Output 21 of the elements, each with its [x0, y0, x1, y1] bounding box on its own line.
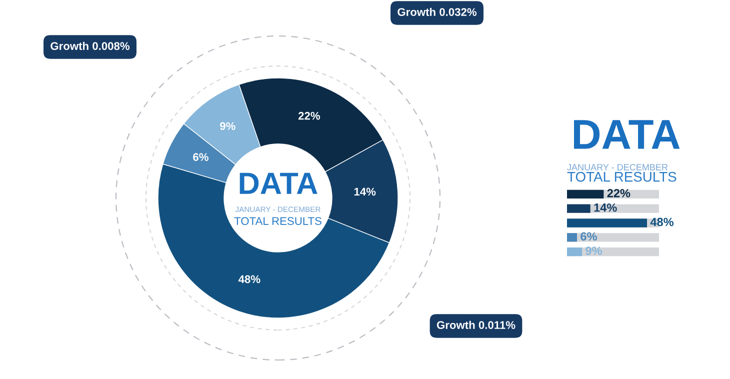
chart-title: DATA [574, 120, 680, 149]
data-label: 9% [586, 246, 602, 255]
data-label: 22% [607, 189, 630, 198]
data-label: 6% [193, 153, 208, 161]
data-label: 22% [298, 112, 320, 120]
data-label: 48% [650, 218, 674, 226]
data-label: 14% [354, 188, 376, 196]
chart-subtitle: JANUARY - DECEMBER [567, 164, 668, 170]
bar [567, 247, 582, 256]
data-label: 14% [594, 203, 617, 212]
data-label: 9% [220, 122, 236, 130]
text: Growth 0.008% [50, 42, 130, 50]
text: Growth 0.032% [398, 8, 477, 16]
text: Growth 0.011% [436, 320, 516, 329]
bar [567, 204, 590, 213]
bar [567, 233, 577, 242]
text: TOTAL RESULTS [567, 172, 676, 182]
data-label: 48% [238, 275, 260, 284]
data-label: 6% [580, 232, 597, 241]
text: TOTAL RESULTS [234, 217, 322, 225]
text: DATA [240, 172, 318, 194]
